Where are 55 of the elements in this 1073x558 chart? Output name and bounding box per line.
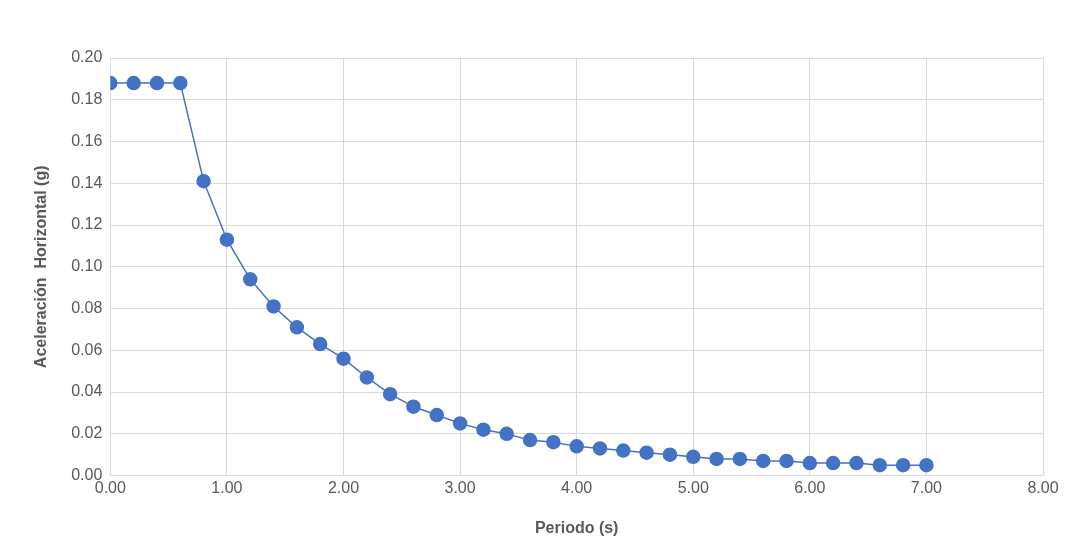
point [173,75,188,91]
x-tick-label: 4.00 [561,478,593,496]
point [359,370,375,385]
y-tick-label: 0.06 [71,340,103,358]
y-tick-label: 0.14 [71,173,103,191]
point [569,439,584,454]
point [336,351,351,366]
point [126,75,141,91]
y-axis-title: Aceleración Horizontal (g) [32,165,50,369]
point [919,457,934,473]
y-tick-label: 0.12 [71,215,103,233]
point [149,75,165,91]
y-tick-label: 0.08 [71,298,103,316]
y-tick-label: 0.04 [71,382,103,400]
point [709,451,724,467]
point [802,455,818,471]
point [732,451,748,467]
x-tick-label: 7.00 [910,478,943,496]
x-tick-label: 1.00 [211,478,243,496]
point [312,336,328,352]
point [872,457,888,473]
y-tick-label: 0.18 [71,90,103,108]
point [592,441,608,456]
point [289,320,305,335]
point [662,447,678,462]
point [895,457,911,473]
x-tick-label: 3.00 [444,478,476,496]
x-tick-label: 5.00 [677,478,709,496]
point [546,434,561,450]
point [242,272,258,287]
x-tick-label: 2.00 [327,478,360,496]
y-tick-label: 0.16 [71,131,103,149]
point [849,455,864,471]
point [266,299,281,314]
point [196,173,211,189]
x-tick-label: 6.00 [794,478,826,496]
x-tick-label: 8.00 [1027,478,1059,496]
point [522,432,538,448]
point [686,449,701,465]
point [429,407,445,423]
point [779,453,794,469]
point [755,453,771,469]
x-axis-title: Periodo (s) [534,518,619,536]
point [499,426,514,442]
point [452,416,468,431]
point [382,386,398,402]
y-tick-label: 0.20 [71,48,103,66]
point [219,232,235,247]
y-tick-label: 0.02 [71,424,103,442]
point [476,422,491,437]
point [825,455,841,471]
point [639,445,654,460]
point [616,443,631,458]
point [406,399,421,414]
y-tick-label: 0.10 [71,257,103,275]
